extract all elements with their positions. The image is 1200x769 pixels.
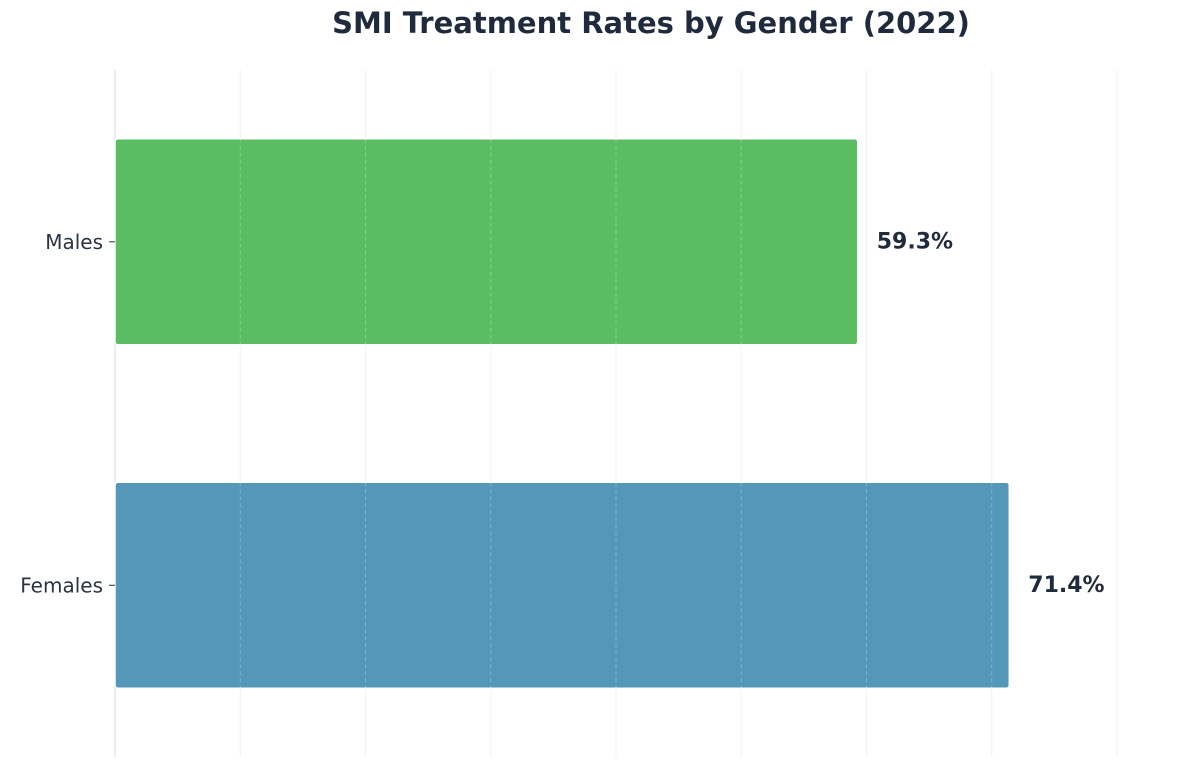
bar-males — [114, 137, 859, 346]
y-tick-label-females: Females — [20, 573, 103, 597]
value-label-females: 71.4% — [1028, 573, 1104, 598]
bar-females — [114, 481, 1011, 690]
y-tick-label-males: Males — [45, 230, 103, 254]
value-label-males: 59.3% — [877, 229, 953, 254]
chart-title: SMI Treatment Rates by Gender (2022) — [332, 6, 970, 40]
